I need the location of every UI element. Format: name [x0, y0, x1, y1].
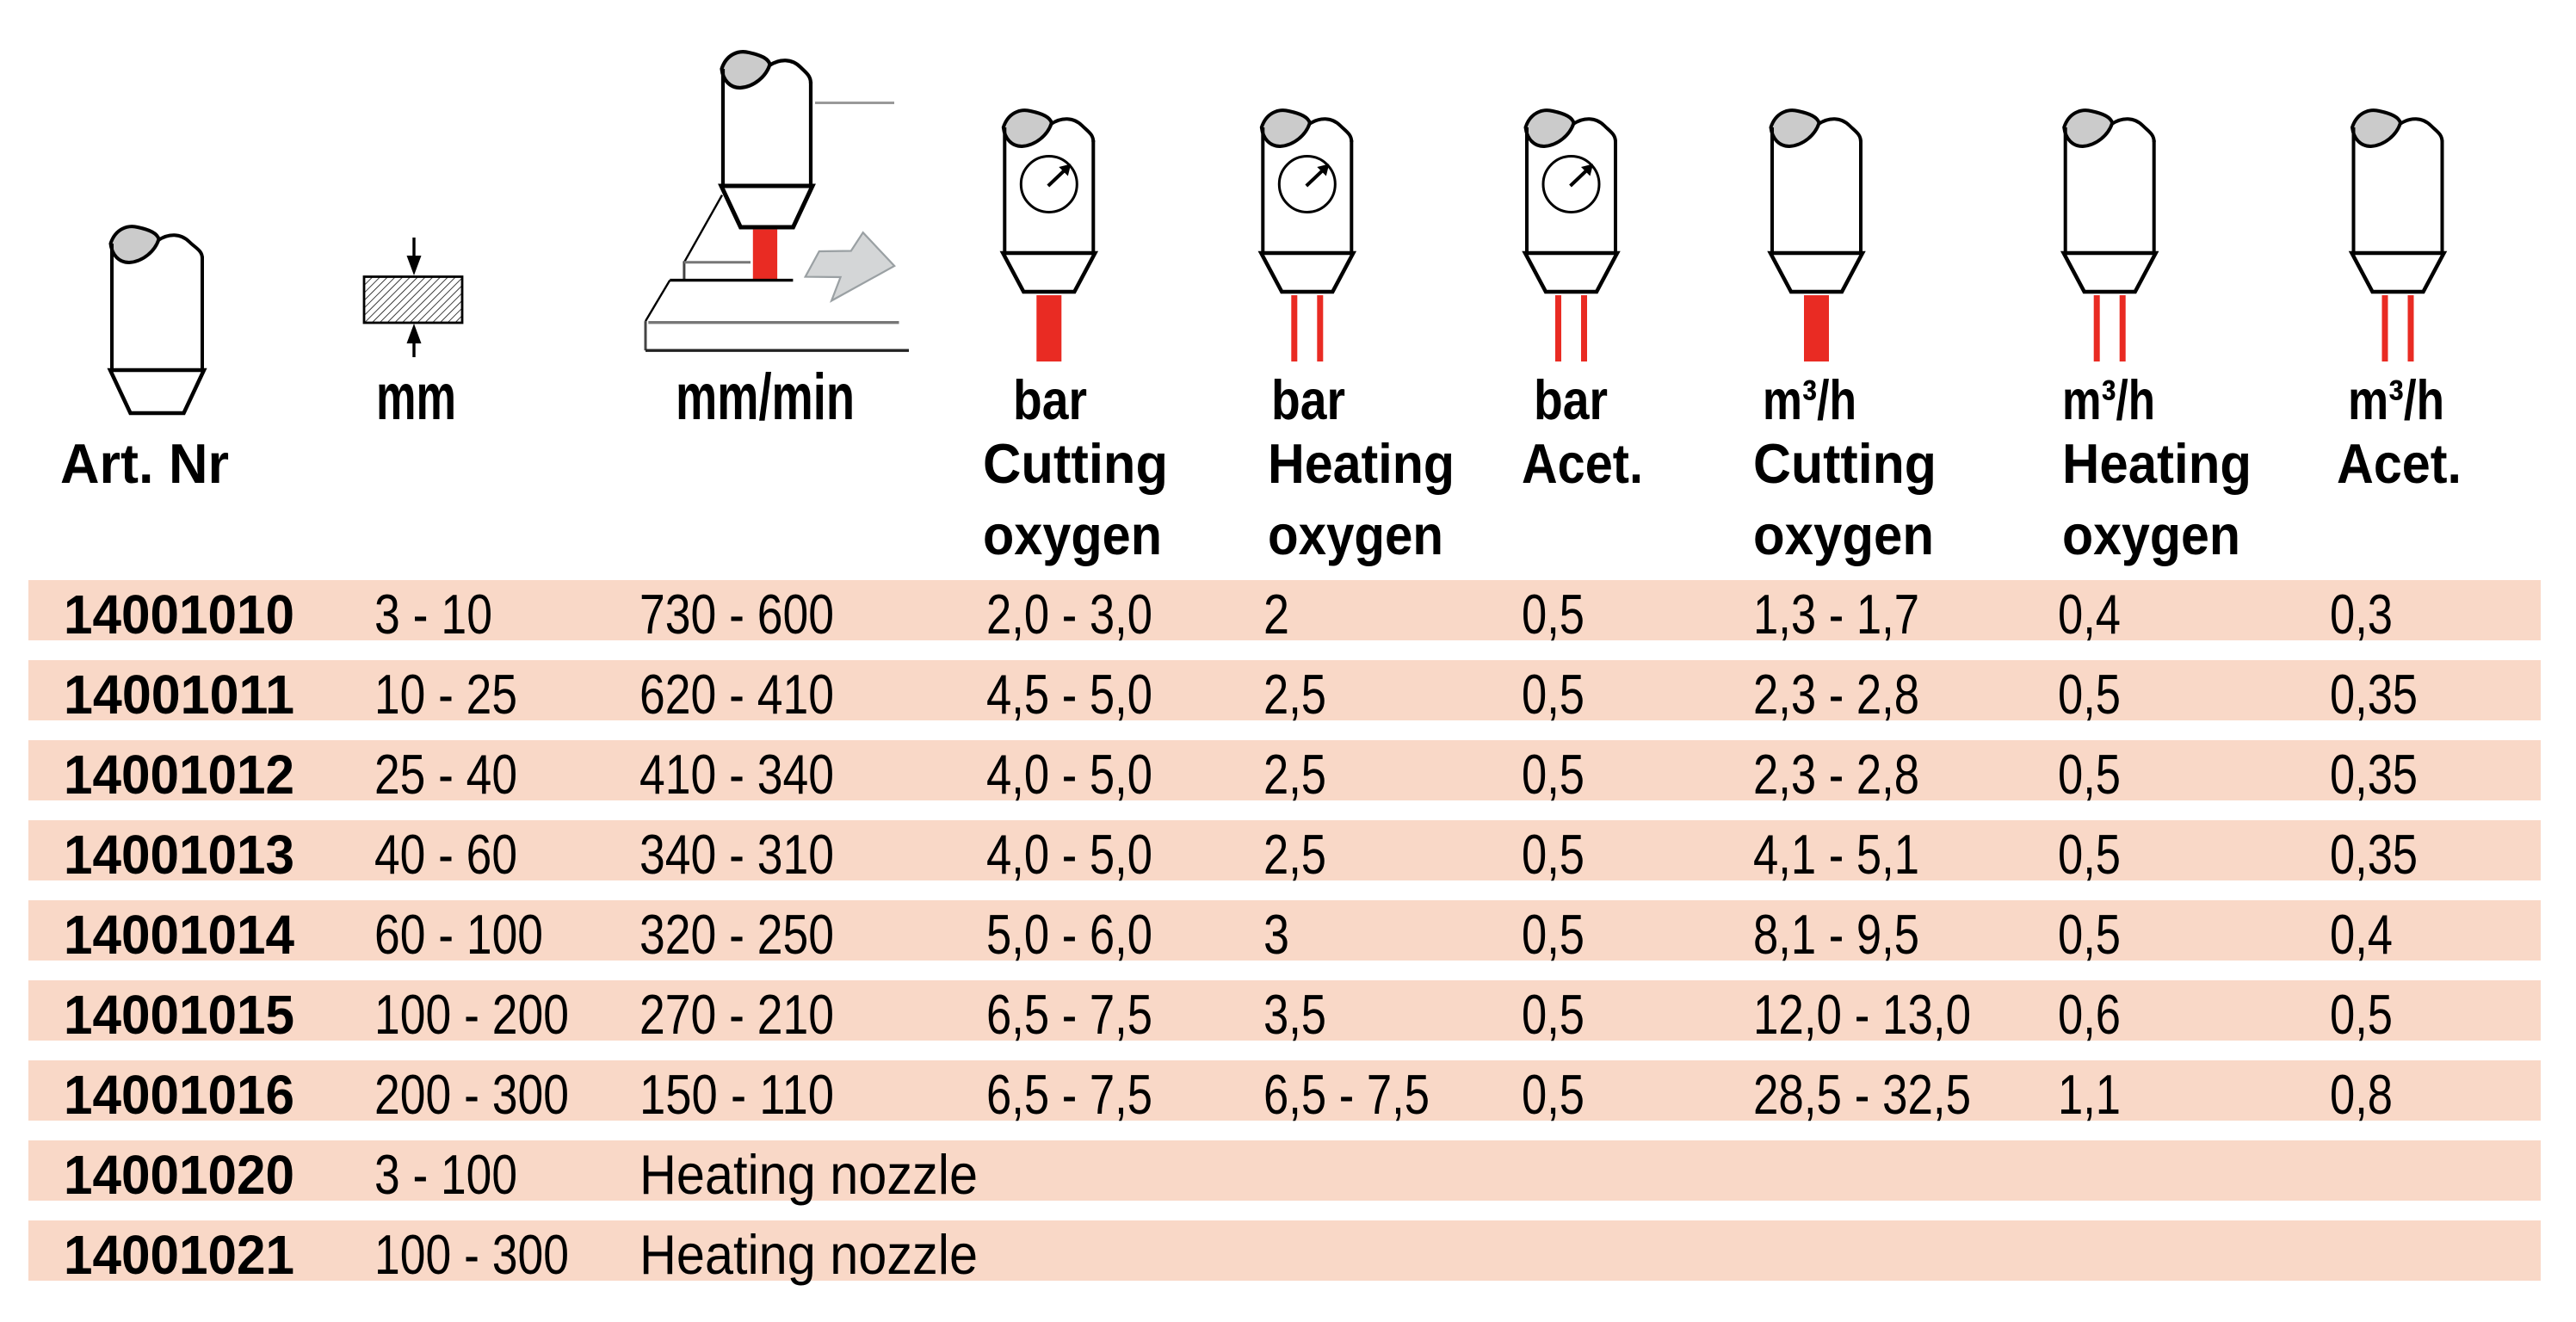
svg-text:bar: bar	[1271, 368, 1345, 431]
svg-text:0,35: 0,35	[2330, 663, 2418, 726]
svg-text:bar: bar	[1534, 368, 1608, 431]
svg-text:14001012: 14001012	[64, 744, 294, 806]
svg-text:0,35: 0,35	[2330, 823, 2418, 886]
svg-text:4,5 - 5,0: 4,5 - 5,0	[986, 663, 1152, 726]
svg-text:0,5: 0,5	[1522, 743, 1585, 806]
svg-text:0,5: 0,5	[1522, 1063, 1585, 1126]
svg-text:40 - 60: 40 - 60	[374, 823, 517, 886]
svg-text:150 - 110: 150 - 110	[639, 1063, 834, 1126]
svg-text:1,3 - 1,7: 1,3 - 1,7	[1753, 583, 1919, 646]
svg-text:14001015: 14001015	[64, 984, 294, 1046]
svg-text:Cutting: Cutting	[1753, 432, 1937, 495]
svg-text:100 - 200: 100 - 200	[374, 983, 569, 1046]
svg-text:m³/h: m³/h	[1763, 368, 1856, 431]
svg-text:410 - 340: 410 - 340	[639, 743, 834, 806]
svg-text:0,5: 0,5	[1522, 903, 1585, 966]
svg-text:14001010: 14001010	[64, 584, 294, 646]
svg-text:mm: mm	[376, 361, 456, 434]
svg-text:12,0 - 13,0: 12,0 - 13,0	[1753, 983, 1971, 1046]
svg-text:2,5: 2,5	[1263, 743, 1326, 806]
svg-text:3,5: 3,5	[1263, 983, 1326, 1046]
svg-text:0,4: 0,4	[2330, 903, 2393, 966]
svg-text:0,8: 0,8	[2330, 1063, 2393, 1126]
svg-text:2: 2	[1263, 583, 1289, 646]
svg-text:28,5 - 32,5: 28,5 - 32,5	[1753, 1063, 1971, 1126]
svg-text:0,5: 0,5	[2058, 823, 2121, 886]
svg-text:2,3 - 2,8: 2,3 - 2,8	[1753, 743, 1919, 806]
svg-text:14001013: 14001013	[64, 824, 294, 886]
svg-text:Heating nozzle: Heating nozzle	[639, 1143, 978, 1206]
svg-text:0,5: 0,5	[1522, 983, 1585, 1046]
svg-text:6,5 - 7,5: 6,5 - 7,5	[986, 1063, 1152, 1126]
svg-text:0,5: 0,5	[2330, 983, 2393, 1046]
svg-text:320 - 250: 320 - 250	[639, 903, 834, 966]
svg-text:Heating: Heating	[2062, 432, 2252, 495]
svg-text:0,4: 0,4	[2058, 583, 2121, 646]
svg-text:270 - 210: 270 - 210	[639, 983, 834, 1046]
svg-text:3 - 100: 3 - 100	[374, 1143, 517, 1206]
svg-text:14001016: 14001016	[64, 1064, 294, 1126]
svg-text:4,0 - 5,0: 4,0 - 5,0	[986, 823, 1152, 886]
svg-text:8,1 - 9,5: 8,1 - 9,5	[1753, 903, 1919, 966]
svg-text:oxygen: oxygen	[983, 503, 1162, 566]
svg-text:Cutting: Cutting	[983, 432, 1168, 495]
svg-text:oxygen: oxygen	[1753, 503, 1934, 566]
svg-text:60 - 100: 60 - 100	[374, 903, 543, 966]
svg-text:bar: bar	[1013, 368, 1087, 431]
svg-text:0,5: 0,5	[1522, 583, 1585, 646]
svg-text:0,5: 0,5	[1522, 823, 1585, 886]
svg-text:m³/h: m³/h	[2062, 368, 2155, 431]
svg-text:m³/h: m³/h	[2348, 368, 2444, 431]
svg-text:0,35: 0,35	[2330, 743, 2418, 806]
svg-text:4,0 - 5,0: 4,0 - 5,0	[986, 743, 1152, 806]
svg-text:Acet.: Acet.	[2337, 432, 2462, 495]
svg-text:25 - 40: 25 - 40	[374, 743, 517, 806]
svg-text:Heating nozzle: Heating nozzle	[639, 1223, 978, 1286]
svg-text:4,1 - 5,1: 4,1 - 5,1	[1753, 823, 1919, 886]
svg-text:Acet.: Acet.	[1522, 432, 1643, 495]
svg-text:100 - 300: 100 - 300	[374, 1223, 569, 1286]
svg-text:14001014: 14001014	[64, 904, 294, 966]
svg-text:10 - 25: 10 - 25	[374, 663, 517, 726]
svg-text:3: 3	[1263, 903, 1289, 966]
svg-text:5,0 - 6,0: 5,0 - 6,0	[986, 903, 1152, 966]
svg-text:0,5: 0,5	[1522, 663, 1585, 726]
svg-text:2,3 - 2,8: 2,3 - 2,8	[1753, 663, 1919, 726]
svg-text:0,3: 0,3	[2330, 583, 2393, 646]
svg-text:14001021: 14001021	[64, 1224, 294, 1286]
svg-text:oxygen: oxygen	[2062, 503, 2240, 566]
svg-text:2,5: 2,5	[1263, 823, 1326, 886]
svg-text:6,5 - 7,5: 6,5 - 7,5	[986, 983, 1152, 1046]
svg-text:6,5 - 7,5: 6,5 - 7,5	[1263, 1063, 1430, 1126]
svg-text:0,5: 0,5	[2058, 663, 2121, 726]
svg-text:0,6: 0,6	[2058, 983, 2121, 1046]
svg-text:Heating: Heating	[1268, 432, 1455, 495]
svg-text:oxygen: oxygen	[1268, 503, 1443, 566]
svg-text:14001011: 14001011	[64, 664, 294, 726]
svg-text:14001020: 14001020	[64, 1144, 294, 1206]
svg-text:mm/min: mm/min	[676, 361, 855, 434]
svg-text:0,5: 0,5	[2058, 743, 2121, 806]
svg-text:3 - 10: 3 - 10	[374, 583, 492, 646]
svg-text:Art. Nr: Art. Nr	[60, 432, 229, 495]
svg-text:1,1: 1,1	[2058, 1063, 2121, 1126]
svg-text:340 - 310: 340 - 310	[639, 823, 834, 886]
svg-text:2,5: 2,5	[1263, 663, 1326, 726]
svg-text:0,5: 0,5	[2058, 903, 2121, 966]
svg-text:200 - 300: 200 - 300	[374, 1063, 569, 1126]
svg-text:2,0 - 3,0: 2,0 - 3,0	[986, 583, 1152, 646]
svg-text:730 - 600: 730 - 600	[639, 583, 834, 646]
svg-text:620 - 410: 620 - 410	[639, 663, 834, 726]
